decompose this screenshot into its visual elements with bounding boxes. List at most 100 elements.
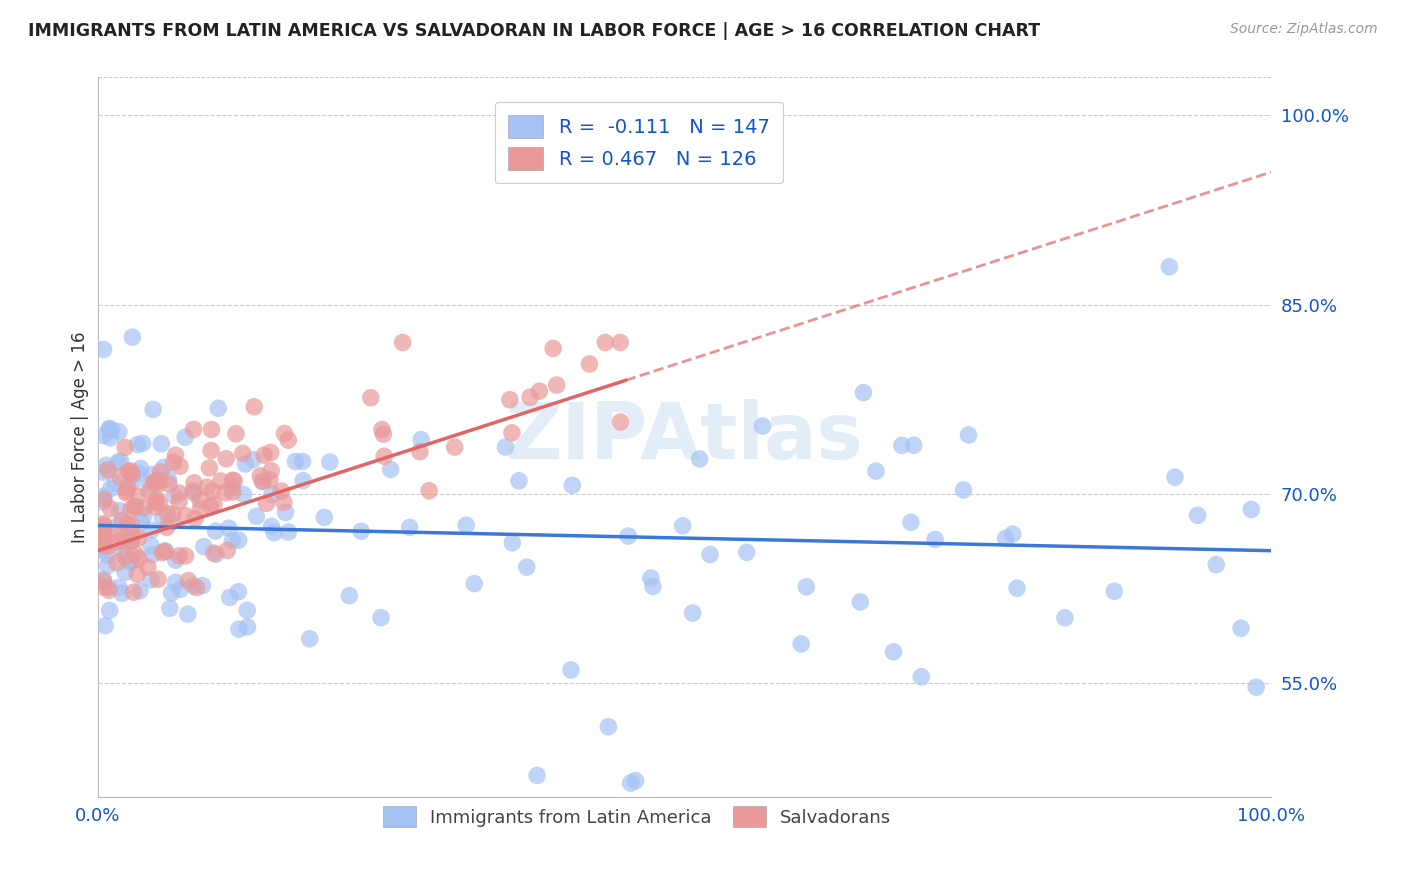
Point (236, 620, 259, 634)
Point (93, 343, 115, 357)
Point (319, 455, 342, 469)
Point (153, 460, 176, 475)
Point (370, 610, 392, 624)
Point (128, 551, 150, 566)
Point (107, 455, 129, 469)
Point (174, 549, 197, 563)
Point (162, 507, 184, 521)
Point (143, 495, 166, 509)
Point (93, 539, 115, 553)
Point (156, 520, 179, 534)
Point (128, 467, 150, 481)
Point (852, 385, 875, 400)
Point (598, 720, 620, 734)
Point (129, 461, 152, 475)
Point (98, 583, 121, 598)
Point (93, 525, 115, 540)
Point (120, 554, 142, 568)
Point (165, 575, 187, 590)
Point (111, 533, 134, 548)
Point (609, 415, 631, 429)
Point (456, 518, 478, 533)
Point (593, 335, 616, 350)
Point (115, 483, 138, 498)
Point (501, 536, 523, 550)
Point (122, 475, 145, 489)
Point (100, 482, 122, 496)
Point (118, 465, 141, 479)
Point (108, 504, 131, 518)
Point (221, 533, 243, 548)
Point (146, 474, 169, 488)
Point (117, 517, 139, 532)
Point (93, 495, 115, 509)
Point (191, 579, 214, 593)
Point (204, 524, 226, 538)
Point (360, 391, 382, 405)
Point (167, 494, 190, 508)
Point (232, 487, 254, 501)
Point (156, 507, 179, 521)
Point (129, 515, 152, 529)
Point (260, 487, 283, 501)
Point (108, 425, 131, 439)
Point (200, 443, 222, 458)
Point (298, 632, 321, 646)
Point (120, 464, 142, 478)
Point (122, 585, 145, 599)
Point (184, 511, 207, 525)
Point (273, 495, 295, 509)
Point (270, 483, 292, 498)
Point (163, 489, 186, 503)
Point (124, 500, 146, 514)
Point (96, 558, 118, 573)
Point (93, 518, 115, 533)
Point (350, 524, 373, 539)
Point (443, 440, 465, 454)
Point (142, 475, 165, 490)
Point (292, 474, 315, 488)
Point (167, 549, 190, 563)
Point (114, 566, 136, 580)
Point (501, 425, 523, 440)
Point (131, 436, 153, 450)
Point (183, 475, 205, 490)
Point (129, 583, 152, 598)
Point (217, 543, 239, 558)
Text: IMMIGRANTS FROM LATIN AMERICA VS SALVADORAN IN LABOR FORCE | AGE > 16 CORRELATIO: IMMIGRANTS FROM LATIN AMERICA VS SALVADO… (28, 22, 1040, 40)
Point (112, 545, 135, 559)
Point (139, 573, 162, 587)
Point (641, 579, 664, 593)
Point (277, 524, 299, 539)
Point (373, 427, 395, 442)
Point (186, 581, 208, 595)
Point (94, 532, 117, 546)
Point (93, 492, 115, 507)
Point (93, 543, 115, 558)
Point (111, 513, 134, 527)
Point (93, 533, 115, 548)
Point (200, 422, 222, 436)
Point (165, 448, 187, 462)
Point (138, 483, 160, 498)
Point (214, 485, 236, 500)
Point (284, 454, 307, 468)
Point (165, 553, 187, 567)
Point (1187, 508, 1209, 523)
Point (98, 603, 121, 617)
Point (508, 474, 530, 488)
Point (218, 591, 240, 605)
Point (141, 523, 163, 537)
Point (1001, 527, 1024, 541)
Point (98, 421, 121, 435)
Point (146, 572, 169, 586)
Point (149, 465, 172, 479)
Point (260, 445, 283, 459)
Point (174, 430, 197, 444)
Point (236, 603, 259, 617)
Point (96, 458, 118, 473)
Legend: Immigrants from Latin America, Salvadorans: Immigrants from Latin America, Salvadora… (375, 799, 898, 835)
Point (145, 491, 167, 506)
Point (1159, 260, 1181, 274)
Point (152, 511, 174, 525)
